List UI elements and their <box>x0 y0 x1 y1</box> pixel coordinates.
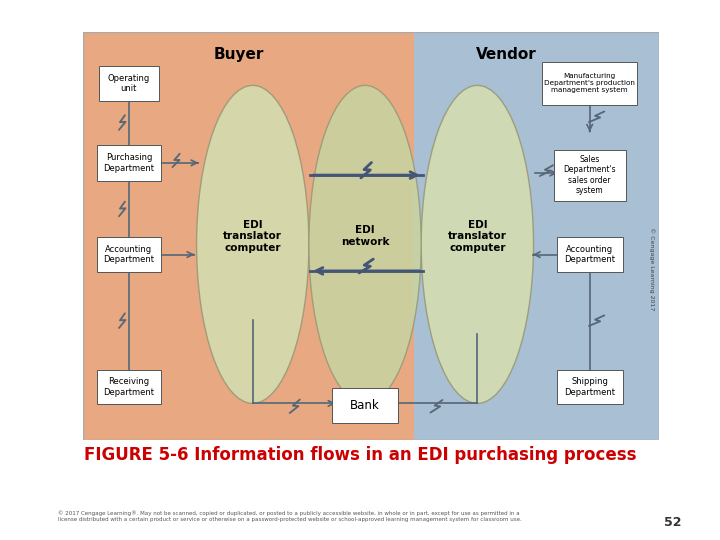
Ellipse shape <box>421 85 534 403</box>
Text: Manufacturing
Department's production
management system: Manufacturing Department's production ma… <box>544 73 635 93</box>
Text: Sales
Department's
sales order
system: Sales Department's sales order system <box>563 155 616 195</box>
Ellipse shape <box>197 85 309 403</box>
FancyBboxPatch shape <box>554 150 626 200</box>
Text: Buyer: Buyer <box>213 46 264 62</box>
Text: Receiving
Department: Receiving Department <box>104 377 154 397</box>
Text: Bank: Bank <box>350 399 380 412</box>
FancyBboxPatch shape <box>99 66 159 100</box>
Text: FIGURE 5-6 Information flows in an EDI purchasing process: FIGURE 5-6 Information flows in an EDI p… <box>84 446 636 463</box>
Text: Shipping
Department: Shipping Department <box>564 377 615 397</box>
Text: Accounting
Department: Accounting Department <box>104 245 154 264</box>
FancyBboxPatch shape <box>557 370 623 404</box>
Text: EDI
network: EDI network <box>341 226 390 247</box>
Bar <box>83 32 414 440</box>
Text: Vendor: Vendor <box>476 46 536 62</box>
Text: © 2017 Cengage Learning®. May not be scanned, copied or duplicated, or posted to: © 2017 Cengage Learning®. May not be sca… <box>58 510 521 522</box>
Text: 52: 52 <box>665 516 682 529</box>
Text: © Cengage Learning 2017: © Cengage Learning 2017 <box>649 227 654 310</box>
FancyBboxPatch shape <box>557 237 623 272</box>
FancyBboxPatch shape <box>97 145 161 181</box>
Bar <box>414 32 659 440</box>
Text: Operating
unit: Operating unit <box>108 73 150 93</box>
Text: EDI
translator
computer: EDI translator computer <box>448 220 507 253</box>
FancyBboxPatch shape <box>332 388 398 423</box>
FancyBboxPatch shape <box>97 237 161 272</box>
Text: EDI
translator
computer: EDI translator computer <box>223 220 282 253</box>
Text: Accounting
Department: Accounting Department <box>564 245 615 264</box>
Text: Purchasing
Department: Purchasing Department <box>104 153 154 173</box>
FancyBboxPatch shape <box>542 62 637 105</box>
Ellipse shape <box>309 85 421 403</box>
FancyBboxPatch shape <box>97 370 161 404</box>
